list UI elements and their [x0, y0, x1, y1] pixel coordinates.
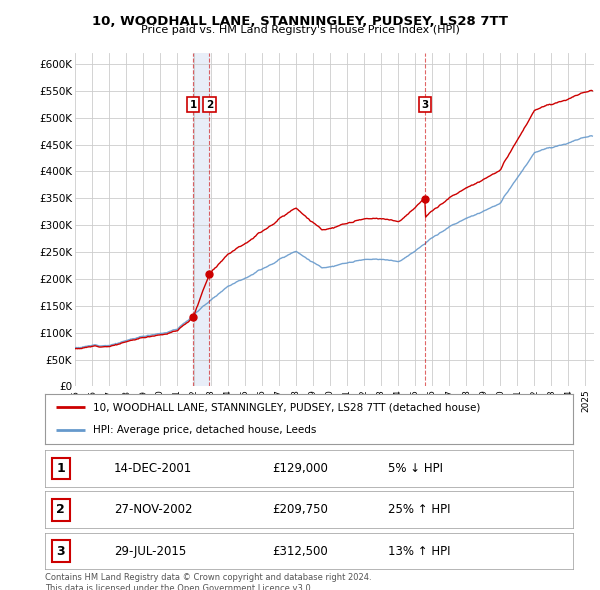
Text: 2: 2: [206, 100, 213, 110]
Text: 5% ↓ HPI: 5% ↓ HPI: [388, 462, 443, 475]
Text: 14-DEC-2001: 14-DEC-2001: [113, 462, 192, 475]
Text: 27-NOV-2002: 27-NOV-2002: [113, 503, 192, 516]
Text: 10, WOODHALL LANE, STANNINGLEY, PUDSEY, LS28 7TT: 10, WOODHALL LANE, STANNINGLEY, PUDSEY, …: [92, 15, 508, 28]
Text: 3: 3: [56, 545, 65, 558]
Text: £209,750: £209,750: [272, 503, 328, 516]
Text: 2: 2: [56, 503, 65, 516]
Text: 3: 3: [421, 100, 428, 110]
Text: Price paid vs. HM Land Registry's House Price Index (HPI): Price paid vs. HM Land Registry's House …: [140, 25, 460, 35]
Text: 1: 1: [190, 100, 197, 110]
Text: 10, WOODHALL LANE, STANNINGLEY, PUDSEY, LS28 7TT (detached house): 10, WOODHALL LANE, STANNINGLEY, PUDSEY, …: [92, 402, 480, 412]
Text: 13% ↑ HPI: 13% ↑ HPI: [388, 545, 451, 558]
Text: 29-JUL-2015: 29-JUL-2015: [113, 545, 186, 558]
Bar: [193, 53, 209, 386]
Text: 1: 1: [56, 462, 65, 475]
Text: £312,500: £312,500: [272, 545, 328, 558]
Text: HPI: Average price, detached house, Leeds: HPI: Average price, detached house, Leed…: [92, 425, 316, 435]
Text: £129,000: £129,000: [272, 462, 328, 475]
Text: 25% ↑ HPI: 25% ↑ HPI: [388, 503, 451, 516]
Text: Contains HM Land Registry data © Crown copyright and database right 2024.
This d: Contains HM Land Registry data © Crown c…: [45, 573, 371, 590]
